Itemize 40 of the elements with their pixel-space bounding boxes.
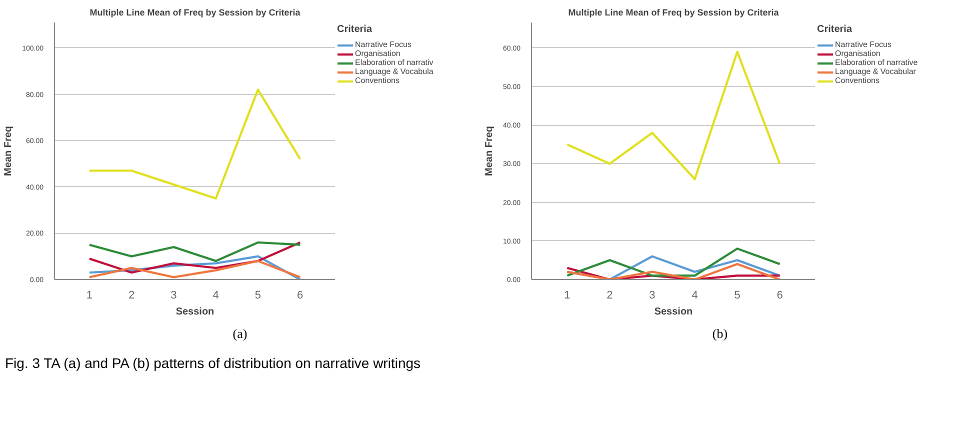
legend-label: Language & Vocabula — [355, 67, 434, 76]
line-series — [88, 255, 302, 280]
x-tick-label: 1 — [564, 290, 570, 302]
x-tick-label: 2 — [128, 290, 135, 302]
x-tick-label: 3 — [649, 290, 656, 302]
legend-label: Narrative Focus — [355, 40, 412, 49]
text: (b) — [712, 325, 728, 343]
chart-title: Multiple Line Mean of Freq by Session by Criteria — [90, 8, 302, 18]
legend-label: Elaboration of narrative — [835, 58, 918, 67]
legend-label: Organisation — [835, 49, 880, 58]
legend-label: Language & Vocabular — [835, 67, 916, 76]
legend-title: Criteria — [337, 24, 374, 35]
line-series — [88, 241, 302, 262]
legend-label: Conventions — [355, 76, 400, 85]
line-series — [566, 50, 781, 180]
legend-label: Narrative Focus — [835, 40, 892, 49]
chart-title: Multiple Line Mean of Freq by Session by Criteria — [568, 8, 780, 18]
y-axis-title: Mean Freq — [484, 126, 495, 176]
x-tick-label: 1 — [86, 290, 93, 302]
legend-label: Organisation — [355, 49, 400, 58]
x-tick-label: 4 — [212, 290, 219, 302]
x-tick-label: 3 — [170, 290, 177, 302]
x-tick-label: 6 — [297, 290, 304, 302]
x-tick-label: 5 — [734, 290, 740, 302]
x-axis-title: Session — [176, 306, 214, 318]
legend-label: Elaboration of narrativ — [355, 58, 434, 67]
legend-label: Conventions — [835, 76, 880, 85]
x-tick-label: 5 — [254, 290, 262, 302]
y-axis-title: Mean Freq — [3, 126, 14, 176]
legend-title: Criteria — [817, 24, 854, 35]
x-axis-title: Session — [654, 306, 693, 318]
caption: Fig. 3 TA (a) and PA (b) patterns of distribution on narrative writings — [5, 354, 421, 373]
line-series — [88, 88, 302, 200]
line-series — [88, 260, 302, 278]
line-series — [566, 248, 781, 277]
x-tick-label: 2 — [606, 290, 613, 302]
line-series — [88, 241, 302, 274]
x-tick-label: 6 — [776, 290, 783, 302]
x-tick-label: 4 — [692, 290, 698, 302]
text: (a) — [232, 325, 248, 343]
